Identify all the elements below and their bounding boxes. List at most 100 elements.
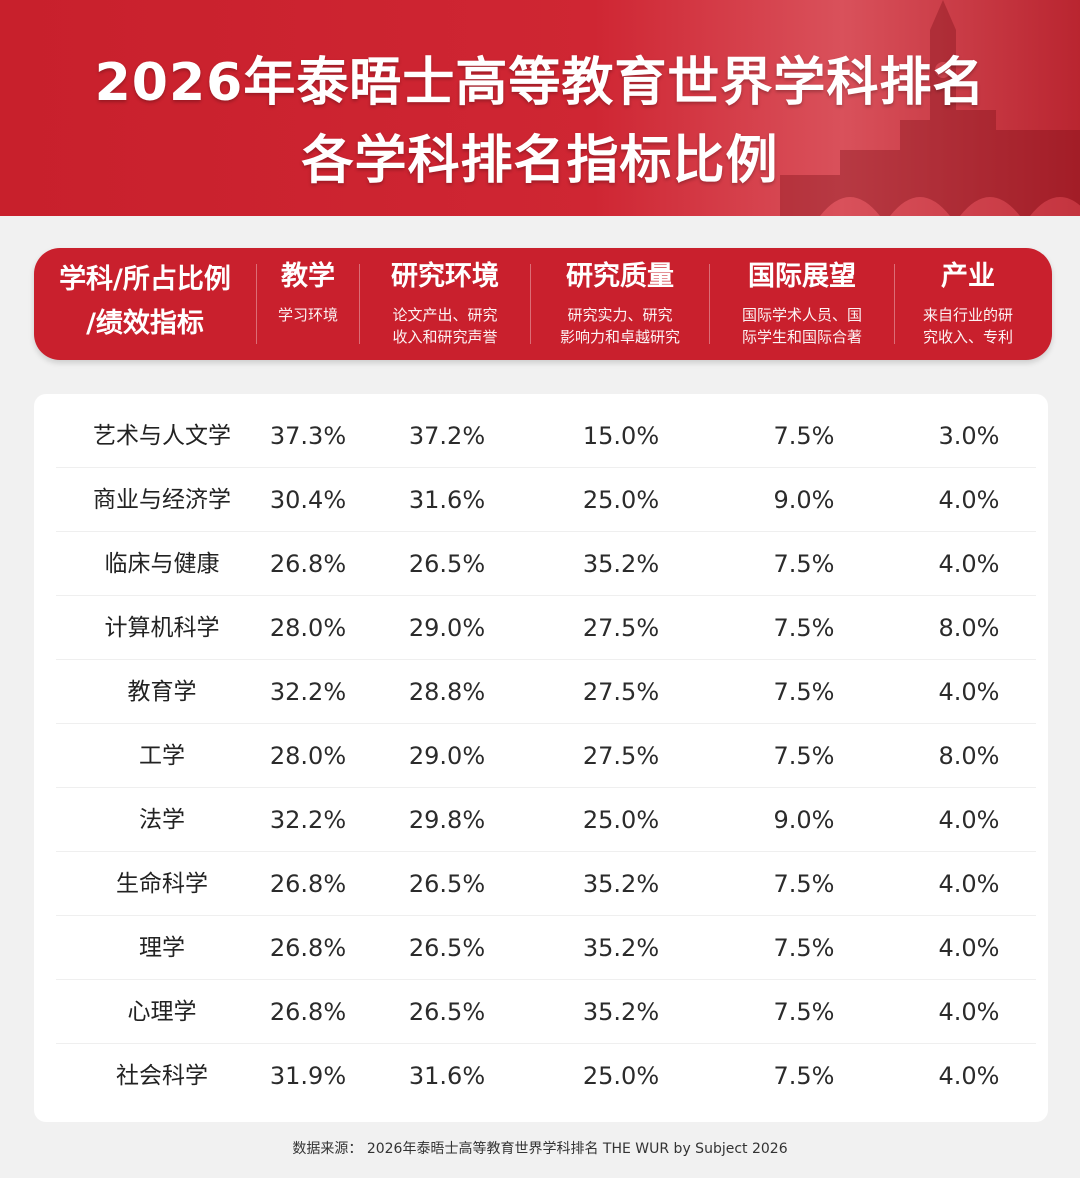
row-divider — [56, 531, 1036, 532]
value-cell: 26.5% — [408, 934, 486, 962]
table-row: 生命科学 26.8% 26.5% 35.2% 7.5% 4.0% — [56, 852, 1036, 916]
page-subtitle: 各学科排名指标比例 — [301, 131, 779, 191]
value-cell: 32.2% — [269, 678, 347, 706]
row-divider — [56, 467, 1036, 468]
value-cell: 4.0% — [938, 806, 1000, 834]
big-ben-skyline-icon — [780, 0, 1080, 216]
header-industry: 产业 来自行业的研 究收入、专利 — [895, 248, 1041, 360]
value-cell: 26.5% — [408, 870, 486, 898]
value-cell: 8.0% — [938, 614, 1000, 642]
row-divider — [56, 659, 1036, 660]
value-cell: 4.0% — [938, 870, 1000, 898]
value-cell: 37.2% — [408, 422, 486, 450]
value-cell: 4.0% — [938, 1062, 1000, 1090]
value-cell: 29.8% — [408, 806, 486, 834]
value-cell: 4.0% — [938, 678, 1000, 706]
header-international: 国际展望 国际学术人员、国 际学生和国际合著 — [710, 248, 894, 360]
value-cell: 15.0% — [582, 422, 660, 450]
value-cell: 4.0% — [938, 934, 1000, 962]
value-cell: 3.0% — [938, 422, 1000, 450]
value-cell: 35.2% — [582, 550, 660, 578]
value-cell: 29.0% — [408, 614, 486, 642]
value-cell: 25.0% — [582, 486, 660, 514]
header-research-env-title: 研究环境 — [391, 261, 499, 292]
row-divider — [56, 595, 1036, 596]
header-subject-line2: /绩效指标 — [86, 308, 204, 339]
value-cell: 26.5% — [408, 998, 486, 1026]
value-cell: 7.5% — [773, 614, 835, 642]
header-research-quality-desc: 研究实力、研究 影响力和卓越研究 — [531, 304, 709, 348]
subject-cell: 教育学 — [127, 679, 197, 705]
value-cell: 7.5% — [773, 550, 835, 578]
weights-table: 艺术与人文学 37.3% 37.2% 15.0% 7.5% 3.0% 商业与经济学 30.4%… — [34, 394, 1048, 1122]
subject-cell: 商业与经济学 — [93, 487, 231, 513]
value-cell: 7.5% — [773, 870, 835, 898]
value-cell: 7.5% — [773, 422, 835, 450]
header-industry-title: 产业 — [941, 261, 995, 292]
row-divider — [56, 787, 1036, 788]
title-banner: 2026年泰晤士高等教育世界学科排名 各学科排名指标比例 — [0, 0, 1080, 216]
value-cell: 27.5% — [582, 742, 660, 770]
row-divider — [56, 1043, 1036, 1044]
table-header: 学科/所占比例 /绩效指标 教学 学习环境 研究环境 论文产出、研究 收入和研究… — [34, 248, 1052, 360]
table-row: 法学 32.2% 29.8% 25.0% 9.0% 4.0% — [56, 788, 1036, 852]
header-divider — [894, 264, 895, 344]
header-divider — [359, 264, 360, 344]
table-row: 社会科学 31.9% 31.6% 25.0% 7.5% 4.0% — [56, 1044, 1036, 1108]
value-cell: 26.5% — [408, 550, 486, 578]
value-cell: 28.0% — [269, 614, 347, 642]
value-cell: 31.6% — [408, 486, 486, 514]
header-international-desc-1: 国际学术人员、国 — [741, 306, 862, 324]
value-cell: 30.4% — [269, 486, 347, 514]
header-subject-column: 学科/所占比例 /绩效指标 — [34, 248, 256, 360]
table-row: 理学 26.8% 26.5% 35.2% 7.5% 4.0% — [56, 916, 1036, 980]
value-cell: 35.2% — [582, 998, 660, 1026]
table-row: 临床与健康 26.8% 26.5% 35.2% 7.5% 4.0% — [56, 532, 1036, 596]
table-row: 心理学 26.8% 26.5% 35.2% 7.5% 4.0% — [56, 980, 1036, 1044]
header-industry-desc-2: 究收入、专利 — [922, 328, 1013, 346]
value-cell: 4.0% — [938, 550, 1000, 578]
value-cell: 7.5% — [773, 934, 835, 962]
header-research-env: 研究环境 论文产出、研究 收入和研究声誉 — [360, 248, 530, 360]
value-cell: 35.2% — [582, 870, 660, 898]
subject-cell: 计算机科学 — [104, 615, 220, 641]
value-cell: 26.8% — [269, 870, 347, 898]
row-divider — [56, 979, 1036, 980]
value-cell: 28.8% — [408, 678, 486, 706]
subject-cell: 生命科学 — [116, 871, 208, 897]
subject-cell: 工学 — [139, 743, 185, 769]
value-cell: 32.2% — [269, 806, 347, 834]
header-international-title: 国际展望 — [748, 261, 856, 292]
header-international-desc: 国际学术人员、国 际学生和国际合著 — [710, 304, 894, 348]
header-teaching-title: 教学 — [281, 261, 335, 292]
value-cell: 25.0% — [582, 1062, 660, 1090]
value-cell: 26.8% — [269, 934, 347, 962]
header-international-desc-2: 际学生和国际合著 — [741, 328, 862, 346]
value-cell: 31.6% — [408, 1062, 486, 1090]
value-cell: 7.5% — [773, 742, 835, 770]
table-row: 教育学 32.2% 28.8% 27.5% 7.5% 4.0% — [56, 660, 1036, 724]
value-cell: 29.0% — [408, 742, 486, 770]
header-research-quality-desc-2: 影响力和卓越研究 — [559, 328, 680, 346]
row-divider — [56, 723, 1036, 724]
value-cell: 7.5% — [773, 998, 835, 1026]
header-research-quality-title: 研究质量 — [566, 261, 674, 292]
header-research-quality: 研究质量 研究实力、研究 影响力和卓越研究 — [531, 248, 709, 360]
value-cell: 28.0% — [269, 742, 347, 770]
value-cell: 4.0% — [938, 998, 1000, 1026]
value-cell: 35.2% — [582, 934, 660, 962]
table-row: 商业与经济学 30.4% 31.6% 25.0% 9.0% 4.0% — [56, 468, 1036, 532]
value-cell: 31.9% — [269, 1062, 347, 1090]
header-industry-desc-1: 来自行业的研 — [922, 306, 1013, 324]
header-divider — [709, 264, 710, 344]
value-cell: 7.5% — [773, 1062, 835, 1090]
header-divider — [530, 264, 531, 344]
value-cell: 26.8% — [269, 550, 347, 578]
header-teaching-desc: 学习环境 — [277, 306, 338, 324]
table-row: 艺术与人文学 37.3% 37.2% 15.0% 7.5% 3.0% — [56, 404, 1036, 468]
header-research-env-desc-2: 收入和研究声誉 — [392, 328, 498, 346]
subject-cell: 理学 — [139, 935, 185, 961]
table-row: 计算机科学 28.0% 29.0% 27.5% 7.5% 8.0% — [56, 596, 1036, 660]
header-research-env-desc-1: 论文产出、研究 — [392, 306, 498, 324]
data-source-note: 数据来源： 2026年泰晤士高等教育世界学科排名 THE WUR by Subj… — [292, 1141, 788, 1157]
